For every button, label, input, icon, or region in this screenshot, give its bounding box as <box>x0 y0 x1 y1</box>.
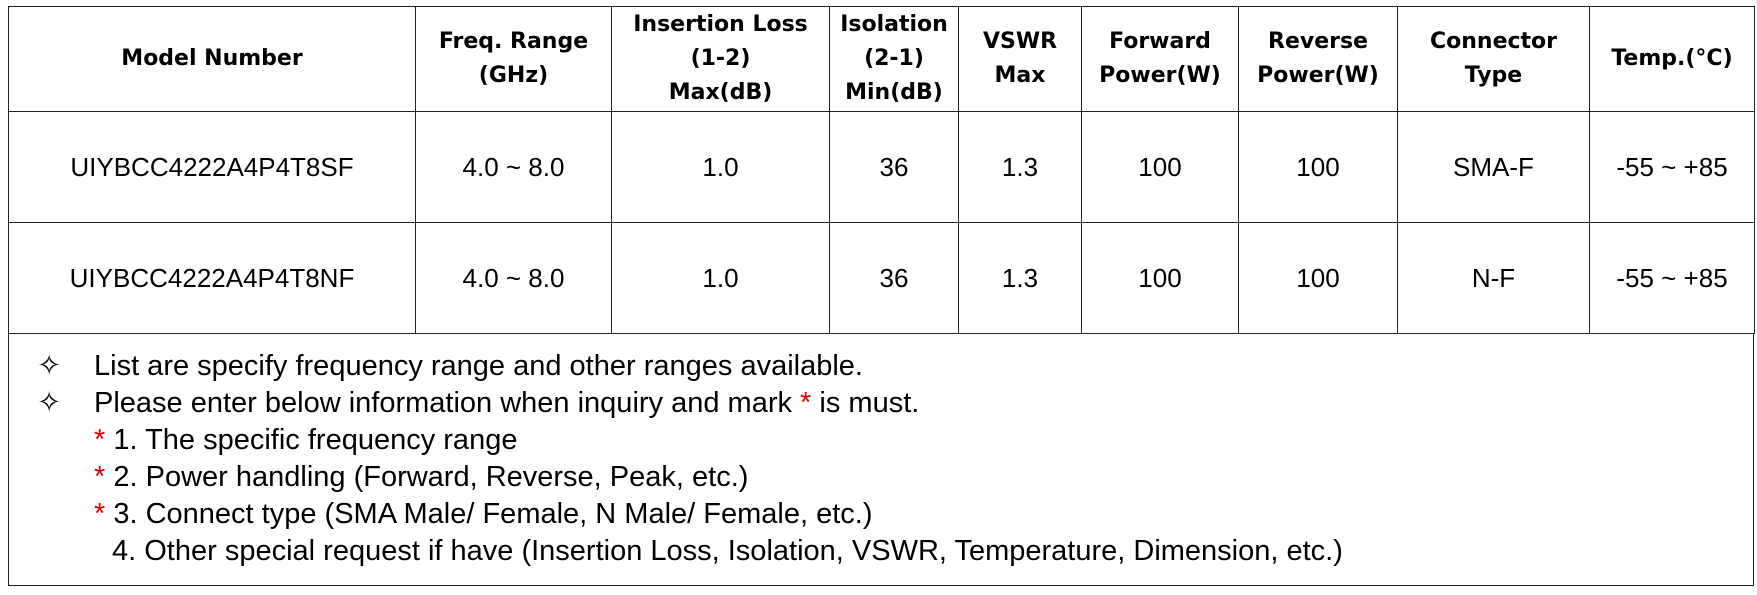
note-item: 4. Other special request if have (Insert… <box>9 533 1753 570</box>
item-text: 2. Power handling (Forward, Reverse, Pea… <box>113 461 749 493</box>
required-mark: * <box>94 461 106 493</box>
spec-table: Model Number Freq. Range (GHz) Insertion Lo… <box>8 6 1755 334</box>
header-line: (GHz) <box>478 63 549 88</box>
table-cell: -55 ~ +85 <box>1589 222 1755 334</box>
header-line: Temp.(°C) <box>1611 46 1733 71</box>
header-cell: Isolation (2-1) Min(dB) <box>829 6 959 112</box>
header-line: Power(W) <box>1099 63 1221 88</box>
header-line: Max <box>994 63 1046 88</box>
header-line: Min(dB) <box>845 80 943 105</box>
header-cell: Forward Power(W) <box>1081 6 1239 112</box>
table-row: UIYBCC4222A4P4T8NF 4.0 ~ 8.0 1.0 36 1.3 100 10… <box>8 222 1755 334</box>
note-text: List are specify frequency range and oth… <box>94 348 863 385</box>
table-cell: UIYBCC4222A4P4T8NF <box>8 222 416 334</box>
header-line: Forward <box>1109 29 1211 54</box>
table-cell: 36 <box>829 111 959 223</box>
note-item: * 3. Connect type (SMA Male/ Female, N M… <box>9 496 1753 533</box>
bullet-symbol: ✧ <box>37 387 62 419</box>
note-item: * 1. The specific frequency range <box>9 422 1753 459</box>
note-text: List are specify frequency range and oth… <box>94 350 863 382</box>
header-line: Reverse <box>1268 29 1368 54</box>
header-line: VSWR <box>982 29 1058 54</box>
table-cell: N-F <box>1397 222 1590 334</box>
note-text: Please enter below information when inqu… <box>94 387 792 419</box>
item-text: 4. Other special request if have (Insert… <box>112 533 1343 570</box>
table-cell: 4.0 ~ 8.0 <box>415 222 612 334</box>
item-text: 3. Connect type (SMA Male/ Female, N Mal… <box>113 498 873 530</box>
table-cell: UIYBCC4222A4P4T8SF <box>8 111 416 223</box>
item-text: 4. Other special request if have (Insert… <box>112 535 1343 567</box>
table-cell: 1.3 <box>958 222 1082 334</box>
required-mark: * <box>94 498 106 530</box>
table-cell: 36 <box>829 222 959 334</box>
header-cell: Model Number <box>8 6 416 112</box>
item-text: * 2. Power handling (Forward, Reverse, P… <box>94 459 748 496</box>
table-cell: 4.0 ~ 8.0 <box>415 111 612 223</box>
header-line: Insertion Loss <box>633 12 808 37</box>
header-cell: Connector Type <box>1397 6 1590 112</box>
note-text: is must. <box>819 387 920 419</box>
table-row: UIYBCC4222A4P4T8SF 4.0 ~ 8.0 1.0 36 1.3 100 10… <box>8 111 1755 223</box>
header-line: Type <box>1464 63 1523 88</box>
header-line: Power(W) <box>1257 63 1379 88</box>
table-cell: 1.3 <box>958 111 1082 223</box>
table-cell: 100 <box>1081 222 1239 334</box>
table-cell: 1.0 <box>611 111 830 223</box>
table-cell: 100 <box>1081 111 1239 223</box>
header-cell: Insertion Loss (1-2) Max(dB) <box>611 6 830 112</box>
header-line: (2-1) <box>864 46 924 71</box>
header-line: Connector <box>1429 29 1558 54</box>
table-cell: 1.0 <box>611 222 830 334</box>
table-cell: -55 ~ +85 <box>1589 111 1755 223</box>
notes: ✧ List are specify frequency range and ot… <box>8 334 1754 586</box>
header-cell: Temp.(°C) <box>1589 6 1755 112</box>
header-line: Max(dB) <box>668 80 773 105</box>
bullet-symbol: ✧ <box>37 350 62 382</box>
header-line: Freq. Range <box>438 29 589 54</box>
header-cell: VSWR Max <box>958 6 1082 112</box>
item-text: 1. The specific frequency range <box>113 424 518 456</box>
required-mark: * <box>94 424 106 456</box>
table-cell: 100 <box>1238 111 1398 223</box>
table-cell: SMA-F <box>1397 111 1590 223</box>
required-mark: * <box>800 387 812 419</box>
table-body: UIYBCC4222A4P4T8SF 4.0 ~ 8.0 1.0 36 1.3 100 10… <box>8 111 1755 334</box>
header-line: Isolation <box>840 12 948 37</box>
item-text: * 1. The specific frequency range <box>94 422 517 459</box>
header-cell: Freq. Range (GHz) <box>415 6 612 112</box>
header-line: Model Number <box>121 46 303 71</box>
item-text: * 3. Connect type (SMA Male/ Female, N M… <box>94 496 872 533</box>
note-line: ✧ List are specify frequency range and ot… <box>9 348 1753 385</box>
note-item: * 2. Power handling (Forward, Reverse, P… <box>9 459 1753 496</box>
note-line: ✧ Please enter below information when inq… <box>9 385 1753 422</box>
table-cell: 100 <box>1238 222 1398 334</box>
header-row: Model Number Freq. Range (GHz) Insertion Lo… <box>8 6 1755 112</box>
header-line: (1-2) <box>690 46 751 71</box>
note-text: Please enter below information when inqu… <box>94 385 919 422</box>
header-cell: Reverse Power(W) <box>1238 6 1398 112</box>
spec-sheet: Model Number Freq. Range (GHz) Insertion Lo… <box>8 6 1755 586</box>
